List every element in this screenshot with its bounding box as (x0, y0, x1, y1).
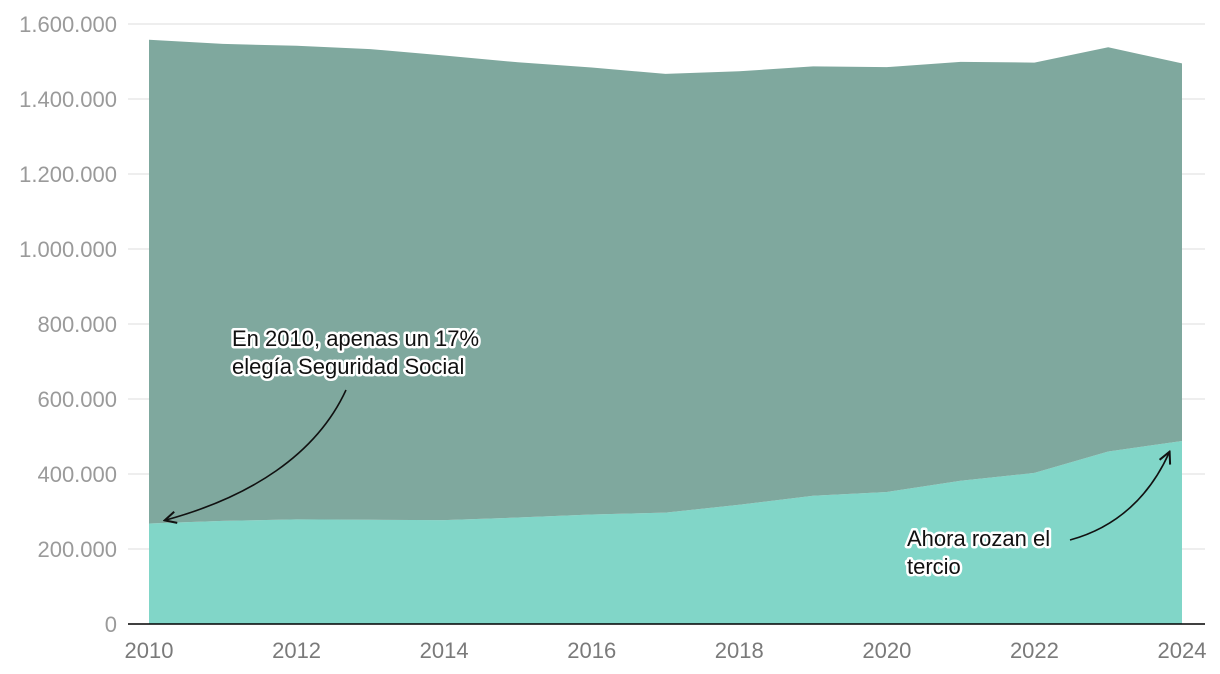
y-tick-label: 400.000 (37, 462, 117, 487)
annotation-text: tercio (907, 554, 961, 579)
y-tick-label: 1.400.000 (19, 87, 117, 112)
x-tick-label: 2020 (862, 638, 911, 663)
annotation-text: Ahora rozan el (907, 526, 1050, 551)
y-tick-label: 1.000.000 (19, 237, 117, 262)
y-tick-label: 600.000 (37, 387, 117, 412)
x-tick-label: 2022 (1010, 638, 1059, 663)
x-tick-label: 2024 (1158, 638, 1207, 663)
x-tick-label: 2018 (715, 638, 764, 663)
series-area-seguridad-social (149, 441, 1182, 624)
annotation-text: elegía Seguridad Social (232, 354, 464, 379)
y-tick-label: 800.000 (37, 312, 117, 337)
y-tick-label: 0 (105, 612, 117, 637)
x-tick-label: 2016 (567, 638, 616, 663)
annotation-text: En 2010, apenas un 17% (232, 326, 479, 351)
x-tick-label: 2012 (272, 638, 321, 663)
annotation-arrow (166, 389, 347, 520)
y-tick-label: 1.600.000 (19, 12, 117, 37)
y-tick-label: 200.000 (37, 537, 117, 562)
annotation-arrow (1069, 453, 1169, 541)
y-tick-label: 1.200.000 (19, 162, 117, 187)
annotation-2010: En 2010, apenas un 17% elegía Seguridad S… (166, 324, 482, 520)
x-tick-label: 2014 (420, 638, 469, 663)
x-tick-label: 2010 (125, 638, 174, 663)
annotation-2024: Ahora rozan el tercio (905, 453, 1169, 582)
series-area-otros (149, 39, 1182, 524)
